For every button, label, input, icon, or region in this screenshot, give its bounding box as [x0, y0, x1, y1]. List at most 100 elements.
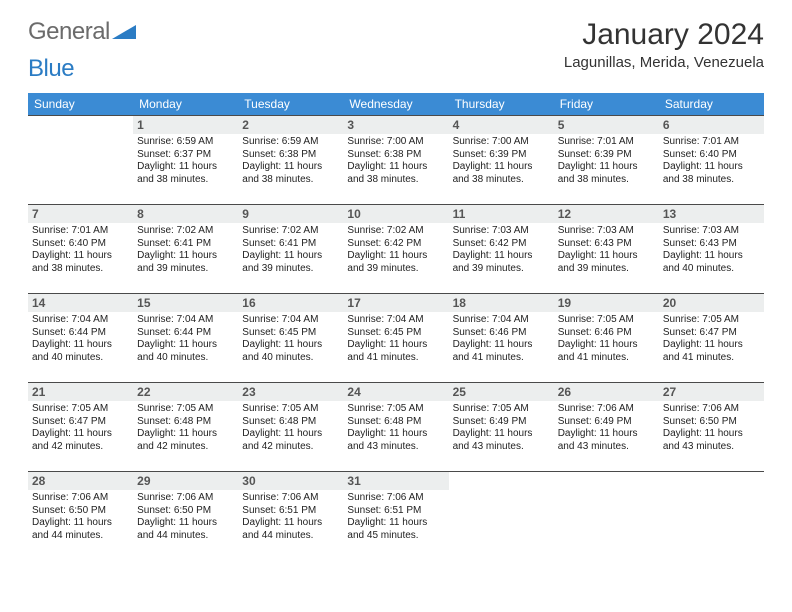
daylight-line: Daylight: 11 hours and 40 minutes.: [32, 339, 129, 364]
sunrise-line: Sunrise: 7:04 AM: [242, 314, 339, 327]
brand-word-blue: Blue: [28, 55, 74, 83]
calendar-cell-empty: [449, 472, 554, 561]
sunrise-line: Sunrise: 7:06 AM: [347, 492, 444, 505]
calendar-cell: 10Sunrise: 7:02 AMSunset: 6:42 PMDayligh…: [343, 205, 448, 294]
sunrise-line: Sunrise: 7:06 AM: [558, 403, 655, 416]
sunset-line: Sunset: 6:38 PM: [347, 149, 444, 162]
sunset-line: Sunset: 6:46 PM: [453, 327, 550, 340]
calendar-cell: 27Sunrise: 7:06 AMSunset: 6:50 PMDayligh…: [659, 383, 764, 472]
sunset-line: Sunset: 6:41 PM: [137, 238, 234, 251]
day-number: 25: [449, 383, 554, 401]
day-number: 20: [659, 294, 764, 312]
sunrise-line: Sunrise: 7:04 AM: [453, 314, 550, 327]
day-number: 24: [343, 383, 448, 401]
weekday-header-row: SundayMondayTuesdayWednesdayThursdayFrid…: [28, 93, 764, 116]
sunrise-line: Sunrise: 7:04 AM: [32, 314, 129, 327]
calendar-cell-empty: [659, 472, 764, 561]
day-number: 29: [133, 472, 238, 490]
daylight-line: Daylight: 11 hours and 38 minutes.: [558, 161, 655, 186]
brand-logo: General: [28, 18, 138, 46]
day-number: 28: [28, 472, 133, 490]
day-number: 4: [449, 116, 554, 134]
sunrise-line: Sunrise: 7:05 AM: [453, 403, 550, 416]
day-number: 12: [554, 205, 659, 223]
daylight-line: Daylight: 11 hours and 44 minutes.: [242, 517, 339, 542]
weekday-header: Sunday: [28, 93, 133, 116]
sunset-line: Sunset: 6:41 PM: [242, 238, 339, 251]
weekday-header: Thursday: [449, 93, 554, 116]
calendar-table: SundayMondayTuesdayWednesdayThursdayFrid…: [28, 93, 764, 560]
daylight-line: Daylight: 11 hours and 38 minutes.: [453, 161, 550, 186]
daylight-line: Daylight: 11 hours and 41 minutes.: [347, 339, 444, 364]
sunset-line: Sunset: 6:40 PM: [663, 149, 760, 162]
weekday-header: Friday: [554, 93, 659, 116]
sunrise-line: Sunrise: 7:03 AM: [453, 225, 550, 238]
sunset-line: Sunset: 6:49 PM: [453, 416, 550, 429]
daylight-line: Daylight: 11 hours and 39 minutes.: [558, 250, 655, 275]
sunset-line: Sunset: 6:37 PM: [137, 149, 234, 162]
daylight-line: Daylight: 11 hours and 40 minutes.: [242, 339, 339, 364]
sunrise-line: Sunrise: 6:59 AM: [242, 136, 339, 149]
brand-triangle-icon: [112, 23, 138, 41]
sunrise-line: Sunrise: 7:00 AM: [347, 136, 444, 149]
daylight-line: Daylight: 11 hours and 38 minutes.: [137, 161, 234, 186]
sunrise-line: Sunrise: 7:05 AM: [558, 314, 655, 327]
calendar-cell: 5Sunrise: 7:01 AMSunset: 6:39 PMDaylight…: [554, 116, 659, 205]
calendar-cell: 1Sunrise: 6:59 AMSunset: 6:37 PMDaylight…: [133, 116, 238, 205]
calendar-cell-empty: [554, 472, 659, 561]
calendar-cell: 19Sunrise: 7:05 AMSunset: 6:46 PMDayligh…: [554, 294, 659, 383]
calendar-cell: 15Sunrise: 7:04 AMSunset: 6:44 PMDayligh…: [133, 294, 238, 383]
sunrise-line: Sunrise: 7:05 AM: [663, 314, 760, 327]
day-number: 17: [343, 294, 448, 312]
sunset-line: Sunset: 6:44 PM: [32, 327, 129, 340]
sunset-line: Sunset: 6:39 PM: [453, 149, 550, 162]
weekday-header: Wednesday: [343, 93, 448, 116]
daylight-line: Daylight: 11 hours and 44 minutes.: [137, 517, 234, 542]
sunset-line: Sunset: 6:51 PM: [242, 505, 339, 518]
sunrise-line: Sunrise: 7:04 AM: [137, 314, 234, 327]
day-number: 27: [659, 383, 764, 401]
day-number: 30: [238, 472, 343, 490]
daylight-line: Daylight: 11 hours and 38 minutes.: [32, 250, 129, 275]
daylight-line: Daylight: 11 hours and 38 minutes.: [242, 161, 339, 186]
sunset-line: Sunset: 6:38 PM: [242, 149, 339, 162]
calendar-cell: 13Sunrise: 7:03 AMSunset: 6:43 PMDayligh…: [659, 205, 764, 294]
day-number: 8: [133, 205, 238, 223]
calendar-row: 1Sunrise: 6:59 AMSunset: 6:37 PMDaylight…: [28, 116, 764, 205]
sunset-line: Sunset: 6:43 PM: [558, 238, 655, 251]
calendar-cell-empty: [28, 116, 133, 205]
sunrise-line: Sunrise: 7:01 AM: [663, 136, 760, 149]
daylight-line: Daylight: 11 hours and 38 minutes.: [663, 161, 760, 186]
calendar-cell: 7Sunrise: 7:01 AMSunset: 6:40 PMDaylight…: [28, 205, 133, 294]
calendar-cell: 29Sunrise: 7:06 AMSunset: 6:50 PMDayligh…: [133, 472, 238, 561]
sunset-line: Sunset: 6:50 PM: [32, 505, 129, 518]
day-number: 9: [238, 205, 343, 223]
daylight-line: Daylight: 11 hours and 42 minutes.: [242, 428, 339, 453]
calendar-cell: 11Sunrise: 7:03 AMSunset: 6:42 PMDayligh…: [449, 205, 554, 294]
calendar-cell: 18Sunrise: 7:04 AMSunset: 6:46 PMDayligh…: [449, 294, 554, 383]
calendar-cell: 3Sunrise: 7:00 AMSunset: 6:38 PMDaylight…: [343, 116, 448, 205]
sunset-line: Sunset: 6:49 PM: [558, 416, 655, 429]
calendar-row: 28Sunrise: 7:06 AMSunset: 6:50 PMDayligh…: [28, 472, 764, 561]
page-title: January 2024: [564, 18, 764, 52]
day-number: 26: [554, 383, 659, 401]
sunset-line: Sunset: 6:44 PM: [137, 327, 234, 340]
calendar-cell: 28Sunrise: 7:06 AMSunset: 6:50 PMDayligh…: [28, 472, 133, 561]
day-number: 14: [28, 294, 133, 312]
sunset-line: Sunset: 6:46 PM: [558, 327, 655, 340]
daylight-line: Daylight: 11 hours and 39 minutes.: [347, 250, 444, 275]
sunset-line: Sunset: 6:42 PM: [347, 238, 444, 251]
sunset-line: Sunset: 6:50 PM: [137, 505, 234, 518]
calendar-cell: 24Sunrise: 7:05 AMSunset: 6:48 PMDayligh…: [343, 383, 448, 472]
daylight-line: Daylight: 11 hours and 45 minutes.: [347, 517, 444, 542]
day-number: 18: [449, 294, 554, 312]
daylight-line: Daylight: 11 hours and 39 minutes.: [137, 250, 234, 275]
sunset-line: Sunset: 6:51 PM: [347, 505, 444, 518]
calendar-cell: 17Sunrise: 7:04 AMSunset: 6:45 PMDayligh…: [343, 294, 448, 383]
calendar-cell: 16Sunrise: 7:04 AMSunset: 6:45 PMDayligh…: [238, 294, 343, 383]
day-number: 31: [343, 472, 448, 490]
sunset-line: Sunset: 6:42 PM: [453, 238, 550, 251]
weekday-header: Saturday: [659, 93, 764, 116]
calendar-cell: 31 Sunrise: 7:06 AMSunset: 6:51 PMDayligh…: [343, 472, 448, 561]
daylight-line: Daylight: 11 hours and 39 minutes.: [453, 250, 550, 275]
